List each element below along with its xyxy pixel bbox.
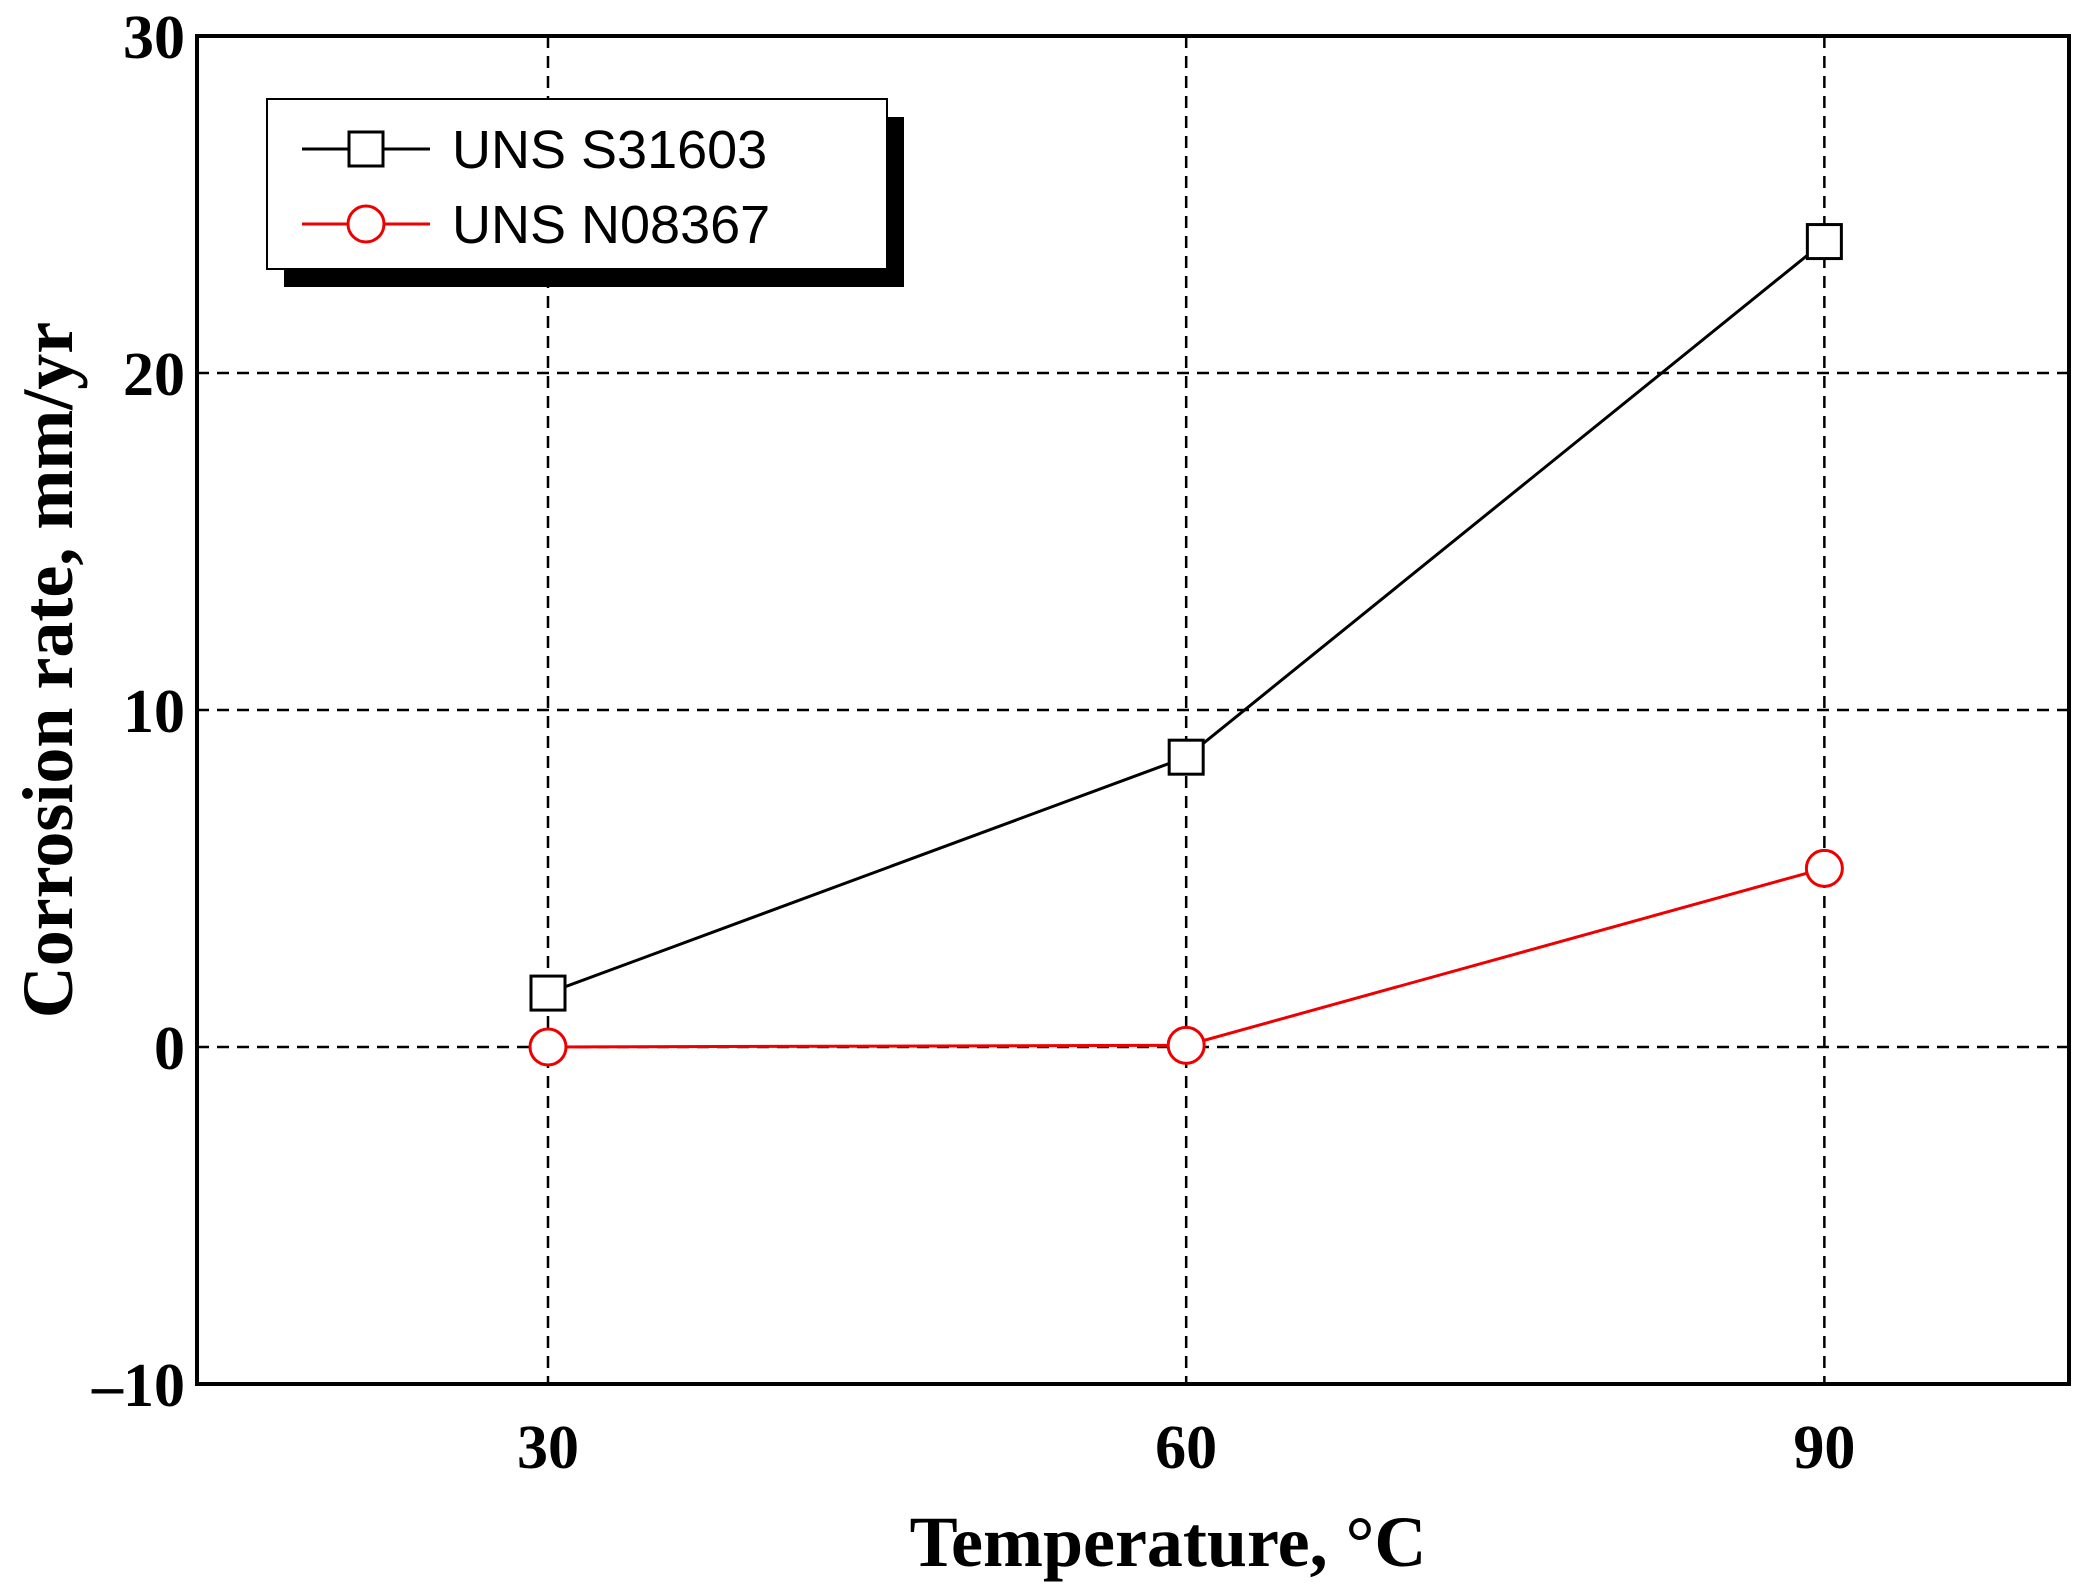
- x-axis-title: Temperature, °C: [910, 1502, 1427, 1582]
- series-2: [528, 848, 1844, 1067]
- y-tick-label: 0: [154, 1015, 185, 1083]
- legend-entry-2: UNS N08367: [302, 195, 770, 255]
- y-tick-label: 10: [123, 678, 185, 746]
- grid-lines: [197, 36, 2069, 1384]
- legend-marker-square: [347, 130, 385, 168]
- y-axis-ticks: –10 0 10 20 30: [91, 4, 185, 1420]
- data-point-circle: [528, 1027, 568, 1067]
- y-tick-label: –10: [91, 1352, 185, 1420]
- data-point-square: [1167, 738, 1205, 776]
- data-point-square: [529, 974, 567, 1012]
- legend-label: UNS N08367: [452, 195, 770, 255]
- y-tick-label: 30: [123, 4, 185, 72]
- x-axis-ticks: 30 60 90: [517, 1414, 1855, 1482]
- series-1: [529, 223, 1843, 1012]
- legend-entry-1: UNS S31603: [302, 120, 767, 180]
- x-tick-label: 30: [517, 1414, 579, 1482]
- data-point-circle: [1166, 1025, 1206, 1065]
- series-layer: [528, 223, 1844, 1067]
- x-tick-label: 90: [1793, 1414, 1855, 1482]
- legend: UNS S31603 UNS N08367: [266, 98, 904, 287]
- plot-area-frame: [195, 34, 2071, 1386]
- x-tick-label: 60: [1155, 1414, 1217, 1482]
- data-point-circle: [1804, 848, 1844, 888]
- legend-label: UNS S31603: [452, 120, 767, 180]
- data-point-square: [1805, 223, 1843, 261]
- y-tick-label: 20: [123, 341, 185, 409]
- y-axis-title: Corrosion rate, mm/yr: [8, 322, 88, 1018]
- legend-marker-circle: [346, 204, 386, 244]
